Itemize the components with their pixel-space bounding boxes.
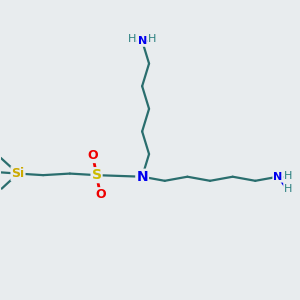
Text: H: H: [128, 34, 136, 44]
Text: O: O: [95, 188, 106, 201]
Text: H: H: [148, 34, 157, 44]
Text: N: N: [273, 172, 283, 182]
Text: Si: Si: [11, 167, 25, 180]
Text: N: N: [136, 170, 148, 184]
Text: H: H: [284, 184, 292, 194]
Text: N: N: [137, 36, 147, 46]
Text: S: S: [92, 168, 102, 182]
Text: H: H: [284, 171, 292, 181]
Text: O: O: [88, 149, 98, 162]
